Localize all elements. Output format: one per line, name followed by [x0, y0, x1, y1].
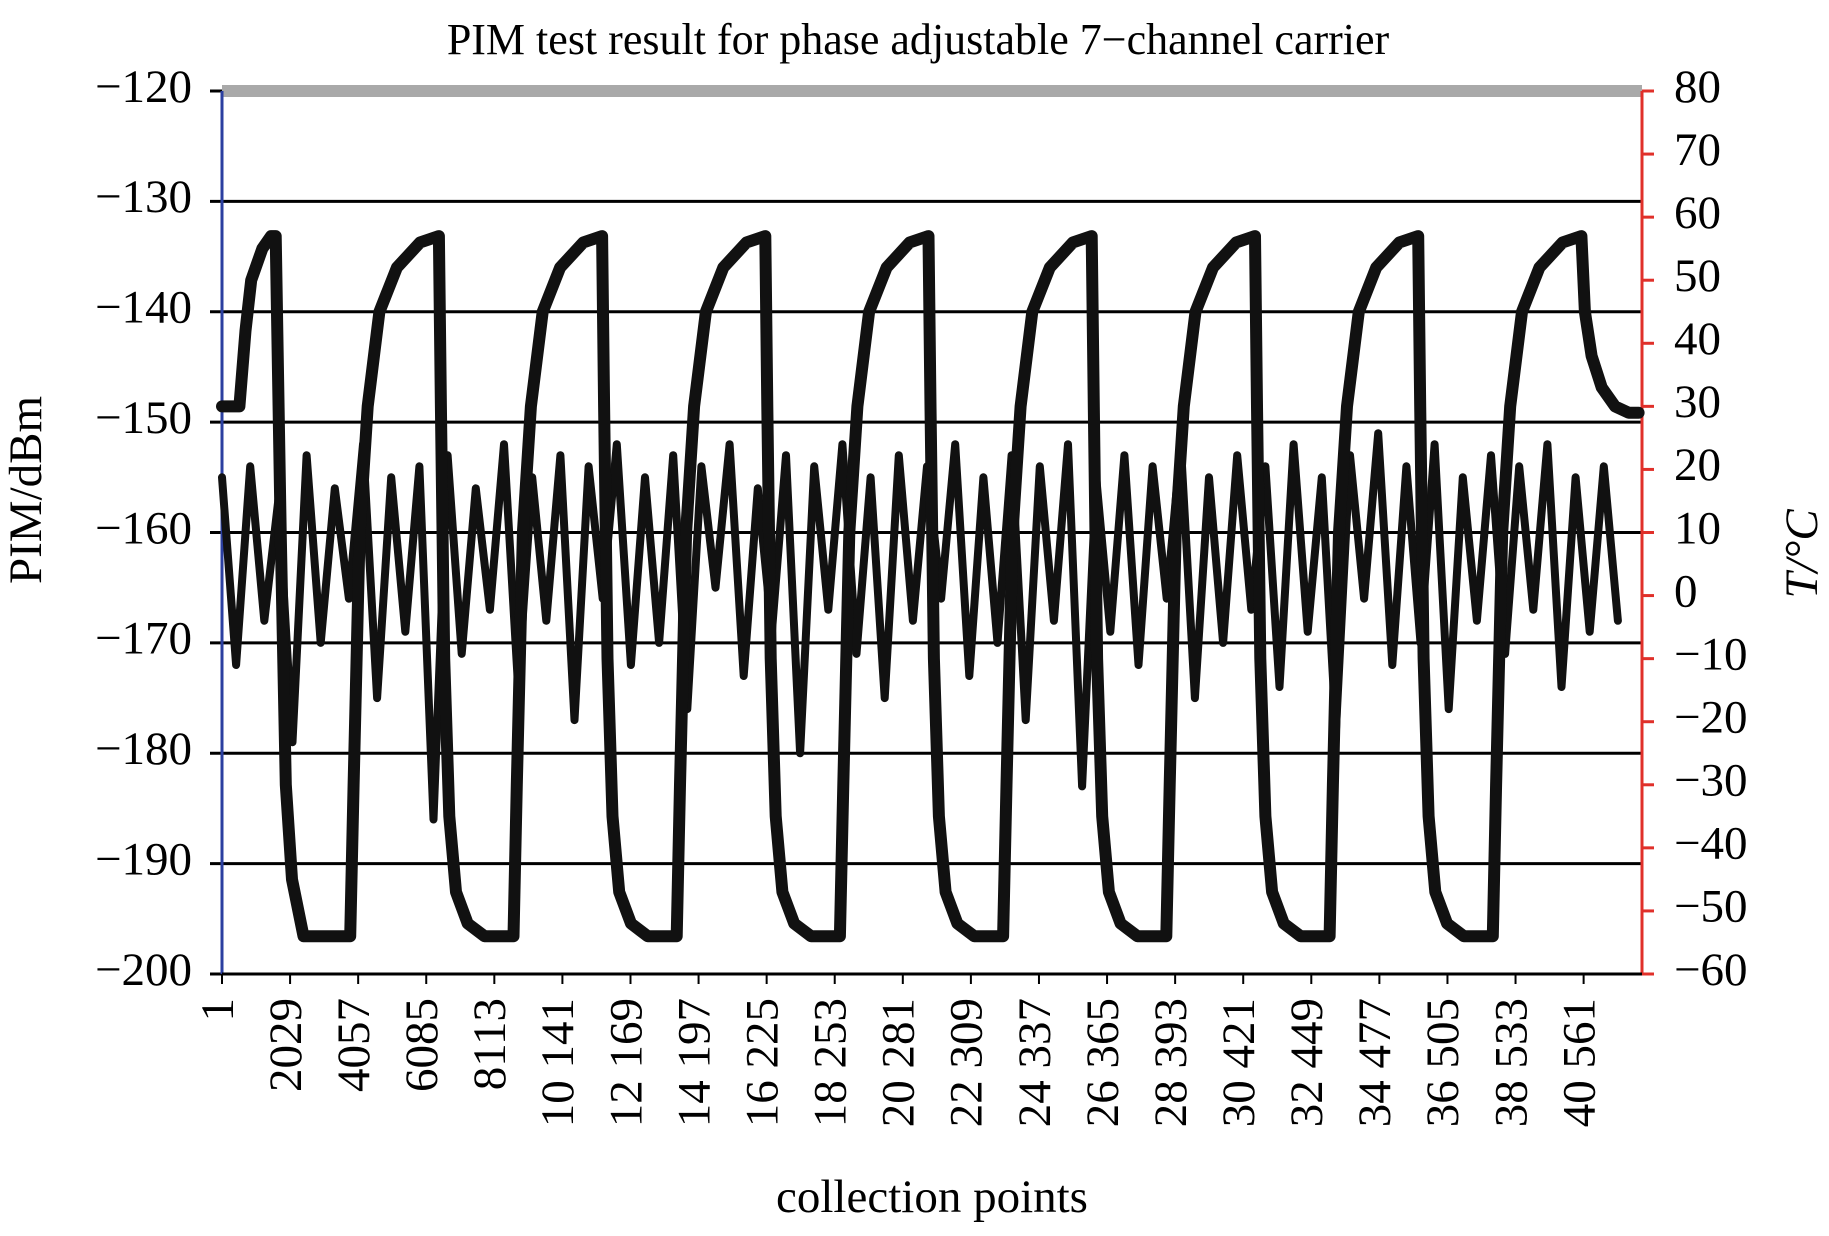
y2-axis-label: T/°C: [1776, 509, 1828, 599]
y-tick-label: −160: [95, 502, 192, 554]
y-tick-label: −190: [95, 833, 192, 885]
y2-tick-label: −50: [1674, 881, 1748, 933]
x-tick-label: 14 197: [668, 998, 720, 1127]
x-tick-label: 1: [192, 998, 244, 1022]
y-tick-label: −120: [95, 61, 192, 113]
data-line: [218, 429, 1622, 824]
y2-tick-label: 10: [1674, 502, 1721, 554]
y2-tick-label: 70: [1674, 124, 1721, 176]
y2-tick-label: −10: [1674, 628, 1748, 680]
y2-tick-label: 30: [1674, 376, 1721, 428]
x-tick-label: 18 253: [805, 998, 857, 1127]
x-tick-label: 26 365: [1077, 998, 1129, 1127]
y-tick-label: −200: [95, 944, 192, 996]
y2-tick-label: 60: [1674, 187, 1721, 239]
x-tick-label: 20 281: [873, 998, 925, 1127]
x-axis-label: collection points: [776, 1171, 1088, 1223]
x-tick-label: 16 225: [736, 998, 788, 1127]
y-tick-label: −130: [95, 171, 192, 223]
y-tick-label: −150: [95, 392, 192, 444]
y-tick-label: −170: [95, 613, 192, 665]
x-tick-label: 6085: [396, 998, 448, 1092]
y-axis-label: PIM/dBm: [0, 396, 52, 584]
y-tick-label: −180: [95, 723, 192, 775]
y2-tick-label: 0: [1674, 565, 1698, 617]
x-tick-label: 2029: [260, 998, 312, 1092]
x-tick-label: 24 337: [1009, 998, 1061, 1127]
x-tick-label: 28 393: [1145, 998, 1197, 1127]
y2-tick-label: 50: [1674, 250, 1721, 302]
y2-tick-label: 40: [1674, 313, 1721, 365]
y-tick-label: −140: [95, 282, 192, 334]
y2-tick-label: −20: [1674, 691, 1748, 743]
y2-tick-label: 80: [1674, 61, 1721, 113]
x-tick-label: 32 449: [1281, 998, 1333, 1127]
x-tick-label: 30 421: [1213, 998, 1265, 1127]
x-tick-label: 10 141: [532, 998, 584, 1127]
y2-tick-label: −30: [1674, 755, 1748, 807]
data-line: [216, 230, 1645, 943]
x-tick-label: 22 309: [941, 998, 993, 1127]
x-tick-label: 8113: [464, 998, 516, 1090]
x-tick-label: 4057: [328, 998, 380, 1092]
y2-tick-label: −40: [1674, 818, 1748, 870]
x-tick-label: 40 561: [1553, 998, 1605, 1127]
x-tick-label: 36 505: [1417, 998, 1469, 1127]
x-tick-label: 12 169: [600, 998, 652, 1127]
y2-tick-label: 20: [1674, 439, 1721, 491]
chart-title: PIM test result for phase adjustable 7−c…: [447, 15, 1390, 64]
x-tick-label: 34 477: [1349, 998, 1401, 1127]
y2-tick-label: −60: [1674, 944, 1748, 996]
x-tick-label: 38 533: [1485, 998, 1537, 1127]
